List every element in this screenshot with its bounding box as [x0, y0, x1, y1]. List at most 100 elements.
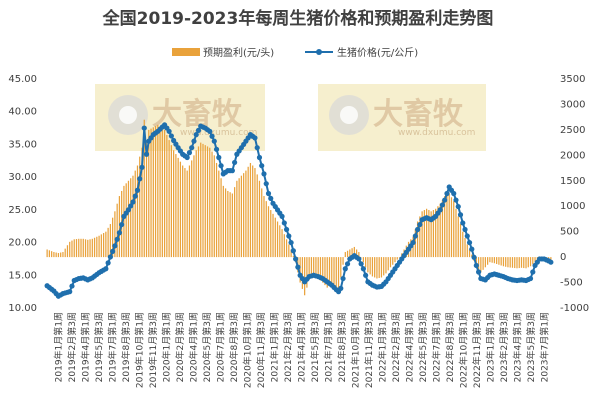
profit-bar: [87, 239, 89, 258]
profit-bar: [527, 257, 529, 268]
profit-bar: [505, 257, 507, 267]
profit-bar: [173, 150, 175, 258]
profit-bar: [430, 211, 432, 258]
profit-bar: [455, 208, 457, 258]
profit-bar: [385, 257, 387, 274]
right-axis-tick-label: 2000: [560, 150, 585, 161]
left-axis-tick-label: 35.00: [8, 139, 37, 150]
price-point: [139, 164, 145, 170]
profit-bar: [423, 210, 425, 258]
price-point: [110, 248, 116, 255]
profit-bar: [64, 248, 66, 258]
profit-bar: [141, 147, 143, 258]
profit-bar: [195, 150, 197, 258]
right-axis-tick-label: 3000: [560, 99, 585, 110]
watermark-1: 大畜牧 www.dxumu.com: [95, 84, 265, 151]
left-axis-tick-label: 15.00: [8, 270, 37, 281]
price-point: [414, 226, 421, 233]
x-axis-tick-label: 2020年5月第3周: [201, 312, 213, 382]
profit-bar: [118, 196, 121, 258]
price-point: [279, 213, 285, 219]
profit-bar: [152, 127, 154, 258]
profit-bar: [116, 203, 118, 258]
price-point: [460, 220, 466, 226]
price-point: [293, 256, 299, 262]
profit-bar: [276, 221, 279, 258]
profit-bar: [130, 178, 132, 258]
profit-bar: [419, 216, 421, 258]
profit-bar: [486, 257, 489, 265]
profit-bar: [91, 238, 93, 258]
profit-bar: [258, 180, 261, 258]
right-axis-tick-label: 2500: [560, 125, 585, 136]
profit-bar: [285, 239, 288, 258]
profit-bar: [310, 257, 313, 278]
right-axis-tick-label: -500: [560, 278, 583, 289]
profit-bar: [102, 233, 105, 258]
profit-bar: [394, 257, 396, 263]
x-axis-tick-label: 2020年2月第3周: [174, 312, 186, 382]
profit-bar: [371, 257, 374, 277]
profit-bar: [450, 197, 453, 258]
bar-series-profit: [46, 119, 552, 296]
profit-bar: [477, 257, 480, 270]
price-point: [358, 261, 364, 267]
profit-bar: [464, 238, 466, 258]
price-point: [67, 289, 73, 295]
right-axis-tick-label: 0: [560, 252, 566, 263]
profit-bar: [182, 165, 184, 258]
price-point: [254, 145, 260, 151]
price-point: [286, 233, 292, 239]
profit-bar: [75, 239, 78, 258]
profit-bar: [175, 154, 177, 258]
profit-bar: [496, 257, 498, 264]
profit-bar: [243, 173, 245, 258]
price-point: [281, 220, 287, 226]
profit-bar: [346, 250, 349, 258]
right-axis-tick-label: 1500: [560, 176, 585, 187]
profit-bar: [462, 231, 464, 258]
profit-bar: [453, 201, 455, 258]
price-point: [213, 146, 220, 152]
price-point: [356, 256, 362, 262]
price-point: [128, 203, 134, 209]
legend: 预期盈利(元/头) 生猪价格(元/公斤): [172, 46, 418, 59]
profit-bar: [301, 257, 304, 289]
left-axis-tick-label: 20.00: [8, 238, 37, 249]
profit-bar: [398, 257, 401, 258]
price-point: [344, 261, 351, 267]
profit-bar: [308, 257, 310, 281]
profit-bar: [299, 257, 301, 283]
profit-bar: [229, 192, 231, 258]
price-point: [166, 128, 172, 134]
profit-bar: [150, 128, 152, 258]
profit-bar: [441, 199, 444, 258]
profit-bar: [105, 231, 107, 258]
price-point: [132, 193, 138, 199]
profit-bar: [202, 143, 204, 258]
profit-bar: [380, 257, 383, 278]
profit-bar: [337, 257, 340, 293]
profit-bar: [529, 257, 532, 267]
x-axis-ticks: 2019年1月第1周 2019年2月第3周 2019年4月第1周 2019年5月第3周…: [52, 312, 550, 388]
profit-bar: [161, 128, 163, 258]
profit-bar: [84, 239, 87, 258]
profit-bar: [154, 126, 157, 258]
profit-bar: [200, 142, 202, 258]
profit-bar: [73, 239, 75, 258]
profit-bar: [319, 257, 322, 281]
right-axis-tick-label: 3500: [560, 74, 585, 85]
profit-bar: [231, 193, 233, 258]
profit-bar: [218, 170, 220, 258]
price-point: [342, 266, 348, 272]
profit-bar: [362, 257, 365, 263]
legend-label-profit: 预期盈利(元/头): [203, 47, 274, 59]
price-point: [103, 266, 109, 272]
x-axis-tick-label: 2023年2月第3周: [498, 312, 510, 382]
profit-bar: [256, 174, 258, 258]
profit-bar: [290, 249, 292, 258]
price-point: [288, 239, 294, 246]
x-axis-tick-label: 2022年1月第1周: [377, 312, 389, 382]
profit-bar: [233, 187, 236, 258]
profit-bar: [193, 155, 195, 258]
